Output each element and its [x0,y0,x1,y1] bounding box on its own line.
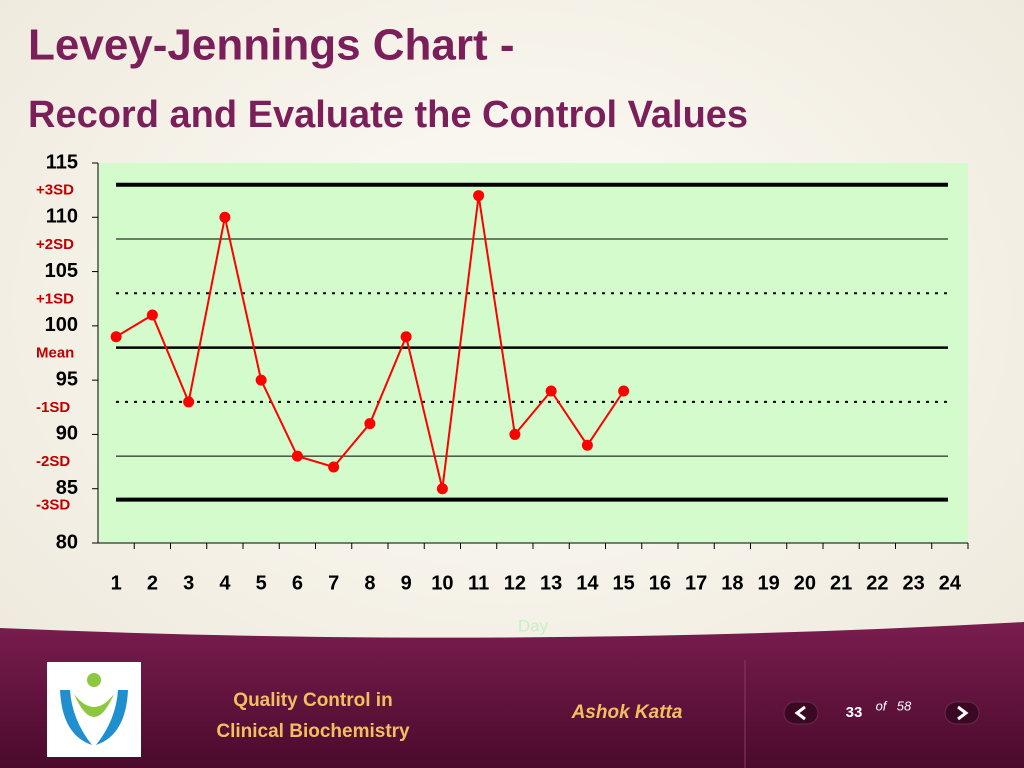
data-point [618,385,630,397]
data-point [255,374,267,386]
x-tick-label: 24 [939,572,962,594]
slide-title: Levey-Jennings Chart - [28,21,515,70]
next-button[interactable] [944,701,980,725]
x-tick-label: 17 [685,572,707,594]
x-tick-label: 19 [758,572,780,594]
data-point [146,309,158,321]
x-tick-label: 2 [147,572,158,594]
y-tick-label: 100 [45,314,78,336]
page-number: 33 [846,704,863,721]
slide-subtitle: Record and Evaluate the Control Values [28,94,748,136]
x-tick-label: 1 [111,572,122,594]
x-axis-label: Day [518,616,549,635]
data-point [545,385,557,397]
reference-label: Mean [36,345,74,362]
y-tick-label: 85 [56,477,78,499]
footer-band [0,622,1024,768]
x-tick-label: 6 [292,572,303,594]
x-tick-label: 18 [721,572,743,594]
page-of: of [876,698,888,713]
reference-label: +2SD [36,236,74,253]
x-tick-label: 8 [364,572,375,594]
footer-course: Clinical Biochemistry [216,721,410,742]
data-point [581,439,593,451]
x-tick-label: 20 [794,572,816,594]
x-tick-label: 21 [830,572,852,594]
x-tick-label: 9 [401,572,412,594]
data-point [364,418,376,430]
data-point [436,483,448,495]
x-tick-label: 16 [649,572,671,594]
prev-button[interactable] [783,701,819,725]
y-tick-label: 105 [45,260,78,282]
x-tick-label: 11 [468,572,489,594]
x-tick-label: 14 [576,572,599,594]
reference-label: -3SD [36,497,70,514]
plot-area [98,163,968,543]
logo [60,673,128,745]
x-tick-label: 3 [183,572,194,594]
data-point [291,450,303,462]
y-tick-label: 90 [56,423,78,445]
data-point [473,190,485,202]
reference-label: +1SD [36,290,74,307]
x-tick-label: 7 [328,572,339,594]
x-tick-label: 15 [613,572,635,594]
x-tick-label: 23 [903,572,925,594]
reference-label: +3SD [36,182,74,199]
x-tick-label: 13 [540,572,562,594]
x-tick-label: 22 [866,572,888,594]
data-point [110,331,122,343]
footer-course: Quality Control in [233,690,392,711]
reference-label: -1SD [36,399,70,416]
data-point [400,331,412,343]
page-total: 58 [897,698,912,713]
data-point [509,428,521,440]
data-point [183,396,195,408]
data-point [219,211,231,223]
y-tick-label: 115 [46,151,78,173]
footer-author: Ashok Katta [571,702,683,723]
data-point [328,461,340,473]
x-tick-label: 4 [219,572,231,594]
reference-label: -2SD [36,453,70,470]
x-tick-label: 5 [256,572,267,594]
x-tick-label: 10 [431,572,453,594]
y-tick-label: 80 [56,531,78,553]
x-tick-label: 12 [504,572,526,594]
y-tick-label: 110 [46,206,78,228]
y-tick-label: 95 [56,368,78,390]
